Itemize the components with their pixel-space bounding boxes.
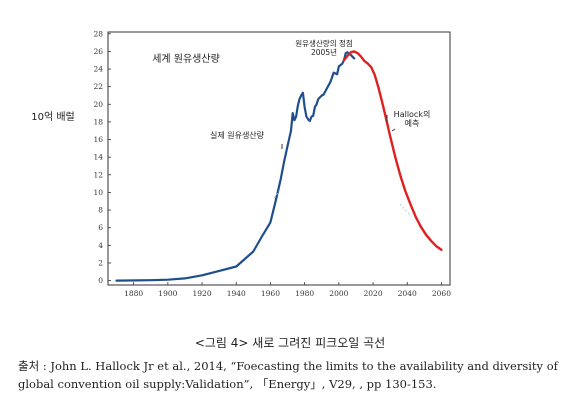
y-tick-label: 26 <box>93 47 103 56</box>
figure-caption: <그림 4> 새로 그려진 피크오일 곡선 <box>194 336 386 350</box>
series-line-forecast <box>342 50 443 251</box>
forecast-annotation-leader-2 <box>391 128 396 132</box>
y-tick-label: 28 <box>93 29 103 38</box>
x-axis-ticks: 1880 1900 1920 1940 1960 1980 2000 2020 2040 2060 <box>124 282 451 298</box>
y-tick-label: 24 <box>93 65 103 74</box>
x-tick-label: 1920 <box>193 289 212 298</box>
source-text: : John L. Hallock Jr et al., 2014, “Foec… <box>18 359 558 391</box>
y-tick-label: 16 <box>93 135 103 144</box>
x-tick-label: 1980 <box>295 289 314 298</box>
figure-source: 출처 : John L. Hallock Jr et al., 2014, “F… <box>18 357 570 393</box>
x-tick-label: 1880 <box>124 289 143 298</box>
x-tick-label: 1900 <box>158 289 177 298</box>
x-tick-label: 2020 <box>364 289 383 298</box>
y-tick-label: 20 <box>93 100 103 109</box>
dashed-trend-mark-2 <box>399 203 412 217</box>
source-label: 출처 <box>18 359 40 373</box>
forecast-annotation-line1: Hallock의 <box>394 109 431 119</box>
y-tick-label: 6 <box>98 223 103 232</box>
forecast-annotation-line2: 예측 <box>405 118 420 128</box>
y-tick-label: 18 <box>93 117 103 126</box>
plot-frame <box>107 31 451 286</box>
series-line-actual <box>115 51 356 282</box>
y-axis-label: 10억 배럴 <box>31 110 75 123</box>
y-tick-label: 2 <box>98 258 103 267</box>
x-tick-label: 2040 <box>398 289 417 298</box>
peak-year-annotation: 2005년 <box>311 47 337 57</box>
x-tick-label: 1940 <box>227 289 246 298</box>
y-tick-label: 12 <box>93 170 103 179</box>
y-tick-label: 14 <box>93 153 103 162</box>
y-tick-label: 22 <box>93 82 103 91</box>
y-tick-label: 8 <box>98 206 103 215</box>
x-tick-label: 2000 <box>329 289 348 298</box>
chart-title: 세계 원유생산량 <box>152 53 220 65</box>
actual-series-annotation: 실제 원유생산량 <box>210 130 265 140</box>
y-tick-label: 0 <box>98 276 103 285</box>
y-tick-label: 4 <box>98 241 103 250</box>
series-layer <box>115 50 443 282</box>
x-tick-label: 2060 <box>432 289 451 298</box>
peak-annotation: 원유생산량의 정점 <box>295 38 353 48</box>
y-tick-label: 10 <box>93 188 103 197</box>
dashed-trend-mark-1 <box>273 189 281 199</box>
x-tick-label: 1960 <box>261 289 280 298</box>
